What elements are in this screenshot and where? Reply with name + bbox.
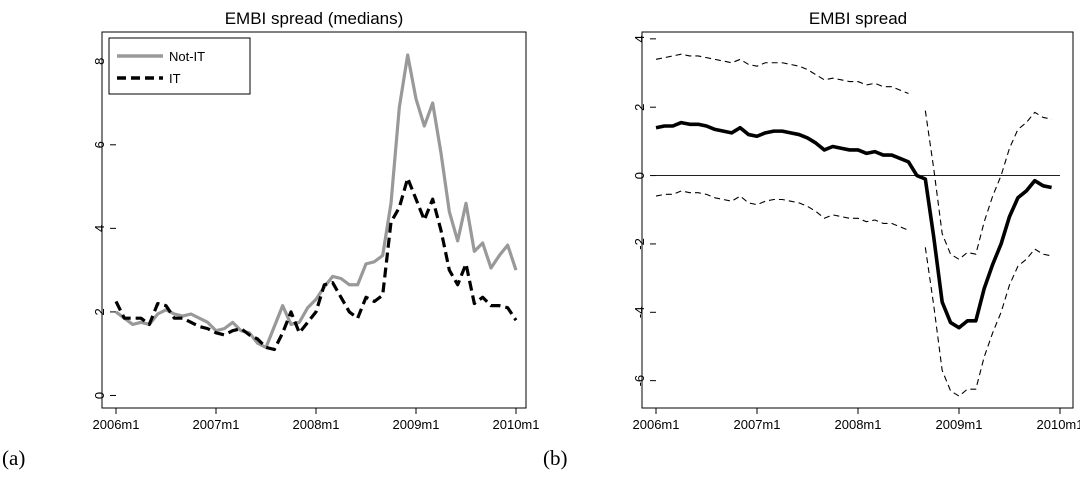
x-tick-label: 2009m1 [936, 417, 983, 432]
panel-b-y-axis: -6 -4 -2 0 2 4 [632, 35, 656, 386]
legend-box [108, 37, 251, 95]
y-tick-label: 0 [632, 172, 647, 179]
legend: Not-IT IT [108, 37, 251, 95]
y-tick-label: 0 [92, 392, 107, 399]
legend-label-it: IT [169, 71, 181, 86]
x-tick-label: 2010m1 [493, 417, 540, 432]
panel-a-label: (a) [2, 446, 25, 470]
panel-b: EMBI spread -6 -4 -2 0 2 4 2006m1 2007m1 2008m1… [543, 9, 1080, 470]
y-tick-label: 6 [92, 141, 107, 148]
panel-b-label: (b) [543, 446, 568, 470]
x-tick-label: 2008m1 [293, 417, 340, 432]
panel-b-lines [655, 53, 1060, 397]
y-tick-label: -6 [632, 375, 647, 387]
panel-b-x-axis: 2006m1 2007m1 2008m1 2009m1 2010m1 [633, 408, 1080, 432]
panel-a-lines [114, 53, 518, 352]
y-tick-label: 2 [632, 104, 647, 111]
x-tick-label: 2009m1 [393, 417, 440, 432]
x-tick-label: 2008m1 [835, 417, 882, 432]
x-tick-label: 2010m1 [1037, 417, 1080, 432]
legend-label-not-it: Not-IT [169, 49, 205, 64]
series-line-1-seg0 [655, 53, 909, 95]
panel-a-x-axis: 2006m1 2007m1 2008m1 2009m1 2010m1 [93, 408, 540, 432]
x-tick-label: 2006m1 [93, 417, 140, 432]
series-line-1 [114, 176, 518, 352]
y-tick-label: -4 [632, 307, 647, 319]
series-line-0 [115, 53, 518, 350]
x-tick-label: 2006m1 [633, 417, 680, 432]
y-tick-label: 2 [92, 308, 107, 315]
series-line-2-seg1 [924, 247, 1052, 397]
y-tick-label: 8 [92, 58, 107, 65]
series-line-1-seg1 [924, 110, 1052, 260]
series-line-2-seg0 [655, 190, 909, 231]
panel-b-title: EMBI spread [809, 9, 907, 28]
series-line-0 [655, 120, 1052, 330]
x-tick-label: 2007m1 [193, 417, 240, 432]
panel-a: EMBI spread (medians) 0 2 4 6 8 2006m1 2007m1… [2, 9, 539, 470]
y-tick-label: 4 [632, 35, 647, 42]
y-tick-label: -2 [632, 238, 647, 250]
y-tick-label: 4 [92, 225, 107, 232]
panel-a-frame [101, 31, 527, 409]
panel-a-title: EMBI spread (medians) [225, 9, 404, 28]
x-tick-label: 2007m1 [734, 417, 781, 432]
panel-a-y-axis: 0 2 4 6 8 [92, 58, 116, 399]
